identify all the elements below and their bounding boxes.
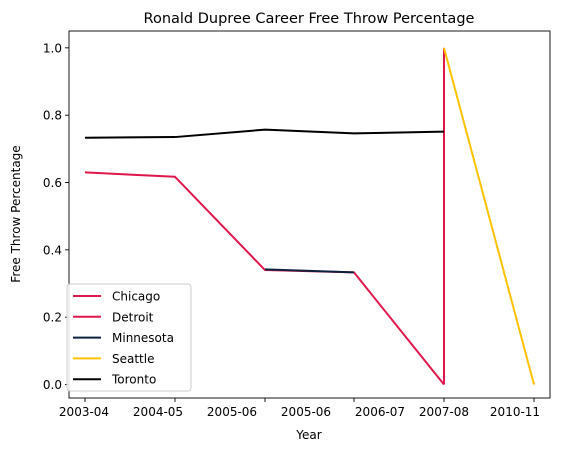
y-tick-label: 1.0 xyxy=(43,41,62,55)
legend-label-minnesota: Minnesota xyxy=(112,331,174,345)
x-tick-label: 2006-07 xyxy=(355,405,405,419)
y-tick-label: 0.8 xyxy=(43,109,62,123)
x-tick-label: 2007-08 xyxy=(419,405,469,419)
plot-frame xyxy=(68,30,551,399)
legend-label-chicago: Chicago xyxy=(112,290,160,304)
x-tick-label: 2005-06 xyxy=(207,405,257,419)
y-axis-label: Free Throw Percentage xyxy=(9,145,23,282)
series-line-minnesota xyxy=(264,268,355,274)
series-line-toronto xyxy=(84,128,445,139)
y-tick-label: 0.4 xyxy=(43,243,62,257)
y-tick-label: 0.2 xyxy=(43,311,62,325)
x-axis-label: Year xyxy=(295,428,321,442)
y-axis: 0.0 0.2 0.4 0.6 0.8 1.0 xyxy=(43,41,69,392)
x-tick-label: 2005-06 xyxy=(281,405,331,419)
series-layer xyxy=(84,47,535,386)
x-tick-label: 2003-04 xyxy=(59,405,109,419)
legend-box xyxy=(66,283,192,392)
legend: Chicago Detroit Minnesota Seattle Toronto xyxy=(66,283,192,392)
y-tick-label: 0.0 xyxy=(43,378,62,392)
x-tick-label: 2010-11 xyxy=(490,405,540,419)
legend-label-seattle: Seattle xyxy=(112,352,154,366)
y-tick-label: 0.6 xyxy=(43,176,62,190)
x-axis: 2003-04 2004-05 2005-06 2005-06 2006-07 2007-… xyxy=(59,398,540,419)
legend-label-detroit: Detroit xyxy=(112,310,154,324)
x-tick-label: 2004-05 xyxy=(133,405,183,419)
legend-label-toronto: Toronto xyxy=(111,373,156,387)
series-line-seattle xyxy=(443,47,535,385)
chart-title: Ronald Dupree Career Free Throw Percenta… xyxy=(144,11,475,27)
